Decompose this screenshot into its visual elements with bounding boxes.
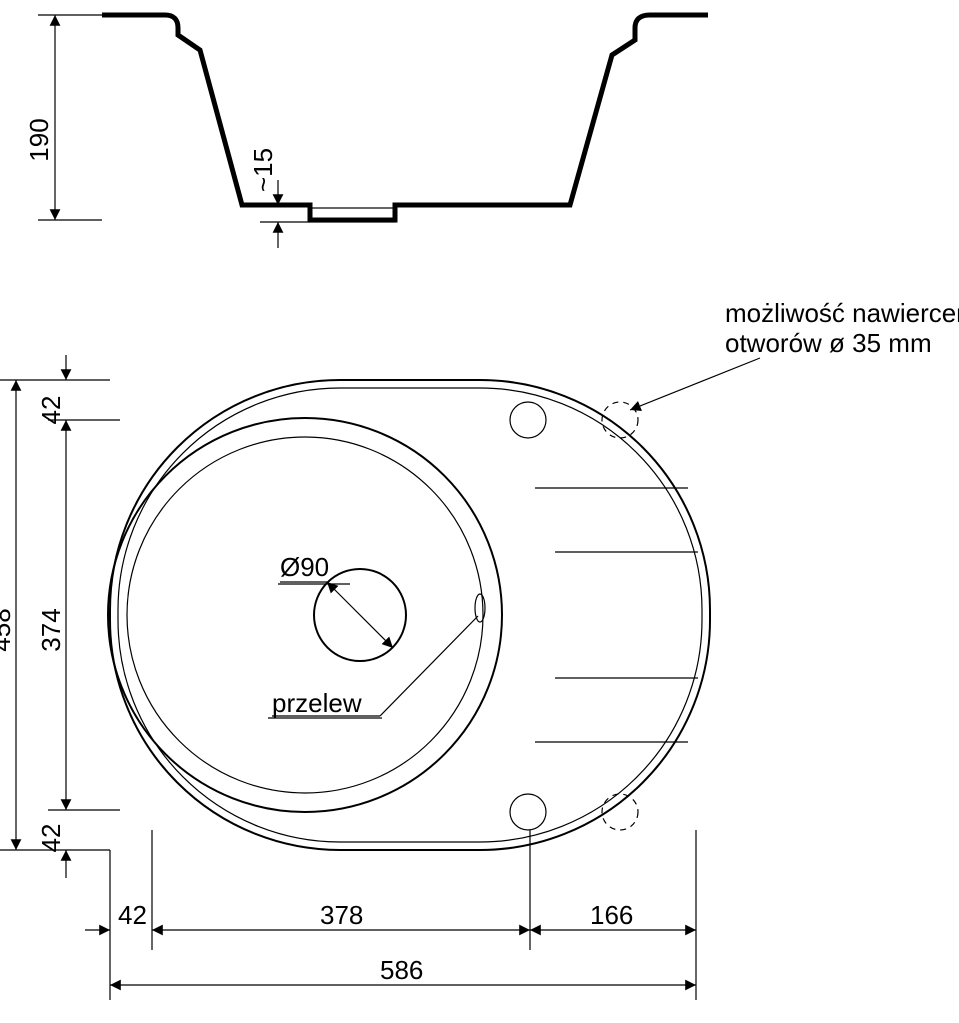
dim-h-bot: 42 (36, 824, 66, 853)
plan-view: Ø90 przelew (108, 380, 710, 850)
vertical-dims: 458 374 42 42 (0, 355, 120, 878)
section-view: 190 ~15 (24, 15, 708, 248)
note-line1: możliwość nawiercenia (725, 298, 959, 328)
note-line2: otworów ø 35 mm (725, 328, 932, 358)
taphole-top-left (510, 402, 546, 438)
note-taphole: możliwość nawiercenia otworów ø 35 mm (630, 298, 959, 410)
horizontal-dims: 42 378 166 586 (85, 830, 696, 1000)
dim-w-left: 42 (118, 900, 147, 930)
dim-h-bowl: 374 (36, 608, 66, 651)
dim-w-drainer: 166 (590, 900, 633, 930)
drain-dim: Ø90 (280, 552, 329, 582)
dim-w-total: 586 (380, 955, 423, 985)
dim-w-bowl: 378 (320, 900, 363, 930)
depth-dim: 190 (24, 118, 54, 161)
dim-h-total: 458 (0, 608, 16, 651)
dim-h-top: 42 (36, 396, 66, 425)
taphole-top-right (602, 402, 638, 438)
bottom-gap-dim: ~15 (248, 148, 278, 192)
taphole-bottom-left (510, 794, 546, 830)
overflow-label: przelew (272, 688, 362, 718)
